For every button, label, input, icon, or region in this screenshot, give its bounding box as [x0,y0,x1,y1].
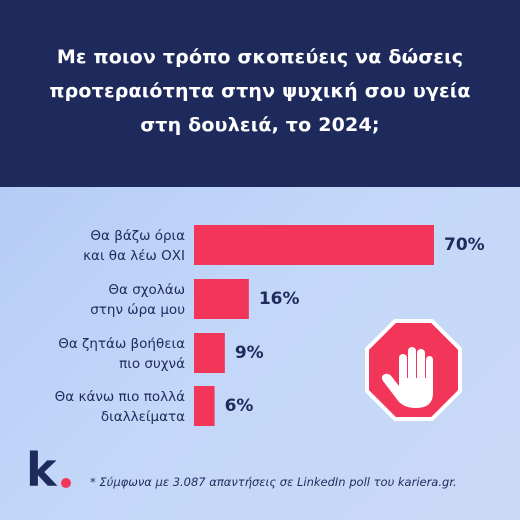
kariera-logo: k [26,443,57,497]
category-label: Θα βάζω όρια και θα λέω ΟΧΙ [83,228,185,264]
category-label: Θα σχολάω στην ώρα μου [90,282,185,318]
bar-3 [194,333,225,373]
footnote: * Σύμφωνα με 3.087 απαντήσεις σε LinkedI… [90,475,457,489]
bar-1 [194,225,434,265]
bar-2 [194,279,249,319]
category-label: Θα ζητάω βοήθεια πιο συχνά [58,336,185,372]
page-title: Με ποιον τρόπο σκοπεύεις να δώσεις προτε… [49,46,471,136]
logo-dot [61,478,71,488]
bar-4 [194,386,215,426]
header-banner: Με ποιον τρόπο σκοπεύεις να δώσεις προτε… [0,0,520,187]
value-label: 6% [224,396,254,416]
value-label: 16% [258,289,300,309]
hand-icon [381,347,433,408]
category-label: Θα κάνω πιο πολλά διαλλείματα [54,389,185,425]
value-label: 70% [444,235,485,255]
value-label: 9% [234,343,264,363]
